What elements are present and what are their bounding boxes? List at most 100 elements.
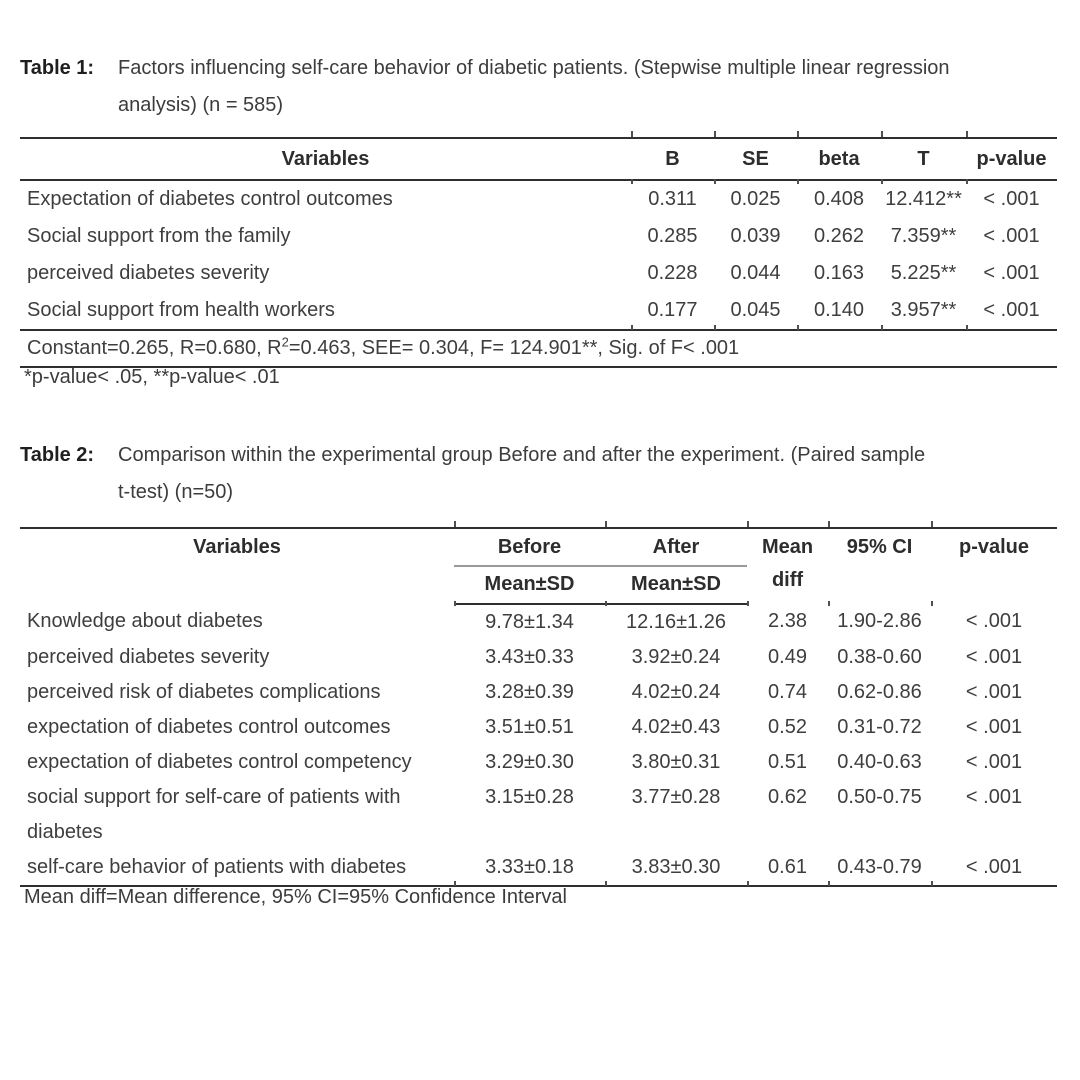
before-value: 3.15±0.28: [485, 786, 574, 808]
model-summary-row: Constant=0.265, R=0.680, R2=0.463, SEE= …: [20, 329, 1057, 368]
p-value: < .001: [965, 751, 1023, 773]
column-tick: [966, 179, 968, 184]
ci-value: 0.50-0.75: [837, 786, 922, 808]
header-variables: Variables: [193, 536, 281, 558]
table1-label: Table 1:: [20, 57, 95, 79]
column-tick: [828, 601, 830, 606]
table-row: perceived diabetes severity 3.43±0.33 3.…: [20, 640, 1057, 675]
column-tick: [631, 179, 633, 184]
table1: Variables B SE beta T p-value Expectatio…: [20, 131, 1057, 368]
before-value: 3.28±0.39: [485, 681, 574, 703]
column-tick: [747, 601, 749, 606]
after-value: 3.92±0.24: [631, 646, 721, 668]
meandiff-value: 0.62: [768, 786, 807, 808]
beta-value: 0.140: [813, 299, 865, 321]
variable-name: Knowledge about diabetes: [27, 610, 263, 632]
table2-col-ci: 95% CI: [828, 527, 931, 604]
b-value: 0.177: [647, 299, 698, 321]
after-value: 3.80±0.31: [631, 751, 721, 773]
se-value: 0.039: [730, 225, 781, 247]
p-value: < .001: [965, 786, 1023, 808]
table1-caption: Table 1: Factors influencing self-care b…: [20, 50, 1030, 124]
header-mean: Mean: [761, 536, 814, 558]
variable-name: perceived risk of diabetes complications: [27, 681, 381, 703]
variable-name: social support for self-care of patients…: [27, 786, 401, 843]
table2-col-variables: Variables: [20, 527, 454, 604]
table1-header-row: Variables B SE beta T p-value: [20, 137, 1057, 181]
table2-col-after: After: [605, 527, 747, 567]
table2-before-subheader: Mean±SD: [454, 566, 605, 605]
column-tick: [454, 601, 456, 606]
column-tick: [631, 131, 633, 137]
table2-col-before: Before: [454, 527, 605, 567]
after-value: 3.83±0.30: [605, 850, 747, 887]
column-tick: [931, 601, 933, 606]
before-value: 9.78±1.34: [485, 611, 574, 633]
table2-caption-line2: t-test) (n=50): [118, 481, 234, 503]
meandiff-value: 0.74: [768, 681, 807, 703]
table2-col-pvalue: p-value: [931, 527, 1057, 604]
table-row: Social support from the family 0.285 0.0…: [20, 218, 1057, 255]
table2-header-row1: Variables Before After Mean diff 95% CI …: [20, 527, 1057, 604]
header-ci: 95% CI: [846, 536, 913, 558]
table2-caption-line1: Comparison within the experimental group…: [118, 444, 926, 466]
column-tick: [966, 131, 968, 137]
variable-name: Social support from the family: [27, 225, 291, 247]
beta-value: 0.408: [813, 188, 865, 210]
before-value: 3.33±0.18: [454, 850, 605, 887]
table-row: Social support from health workers 0.177…: [20, 292, 1057, 330]
column-tick: [605, 881, 607, 886]
after-value: 4.02±0.43: [631, 716, 721, 738]
variable-name: expectation of diabetes control competen…: [27, 751, 412, 773]
ci-value: 0.43-0.79: [828, 850, 931, 887]
p-value: < .001: [983, 262, 1040, 284]
variable-name: expectation of diabetes control outcomes: [27, 716, 391, 738]
table-row: social support for self-care of patients…: [20, 780, 1057, 850]
column-tick: [605, 521, 607, 527]
before-value: 3.29±0.30: [485, 751, 574, 773]
variable-name: Expectation of diabetes control outcomes: [27, 188, 393, 210]
b-value: 0.311: [648, 188, 697, 210]
meandiff-value: 0.61: [747, 850, 828, 887]
summary-suffix: =0.463, SEE= 0.304, F= 124.901**, Sig. o…: [288, 337, 740, 359]
b-value: 0.228: [647, 262, 698, 284]
se-value: 0.044: [730, 262, 781, 284]
column-tick: [931, 881, 933, 886]
after-value: 12.16±1.26: [626, 611, 726, 633]
table1-col-pvalue: p-value: [966, 137, 1057, 181]
table2-header-row2: Mean±SD Mean±SD: [20, 566, 1057, 605]
table2: Variables Before After Mean diff 95% CI …: [20, 521, 1057, 887]
summary-superscript: 2: [281, 334, 289, 350]
table-row: Expectation of diabetes control outcomes…: [20, 180, 1057, 218]
column-tick: [881, 131, 883, 137]
table-row: expectation of diabetes control competen…: [20, 745, 1057, 780]
se-value: 0.045: [730, 299, 781, 321]
p-value: < .001: [965, 646, 1023, 668]
table1-col-se: SE: [714, 137, 797, 181]
ci-value: 1.90-2.86: [837, 610, 922, 632]
variable-name: perceived diabetes severity: [27, 646, 270, 668]
p-value: < .001: [965, 610, 1023, 632]
table1-col-b: B: [631, 137, 714, 181]
table2-after-subheader: Mean±SD: [605, 566, 747, 605]
table2-caption: Table 2: Comparison within the experimen…: [20, 437, 1030, 511]
column-tick: [454, 521, 456, 527]
table-row: perceived diabetes severity 0.228 0.044 …: [20, 255, 1057, 292]
table-row: perceived risk of diabetes complications…: [20, 675, 1057, 710]
column-tick: [931, 521, 933, 527]
t-value: 5.225**: [890, 262, 957, 284]
header-pvalue: p-value: [958, 536, 1030, 558]
ci-value: 0.31-0.72: [837, 716, 922, 738]
after-value: 3.77±0.28: [631, 786, 721, 808]
before-value: 3.51±0.51: [485, 716, 574, 738]
ci-value: 0.40-0.63: [837, 751, 922, 773]
se-value: 0.025: [730, 188, 781, 210]
meandiff-value: 2.38: [768, 610, 807, 632]
column-tick: [828, 521, 830, 527]
table1-caption-line1: Factors influencing self-care behavior o…: [118, 57, 950, 79]
ci-value: 0.62-0.86: [837, 681, 922, 703]
column-tick: [797, 325, 799, 330]
table2-footnote: Mean diff=Mean difference, 95% CI=95% Co…: [24, 886, 567, 908]
table2-label: Table 2:: [20, 444, 95, 466]
table1-col-t: T: [881, 137, 966, 181]
